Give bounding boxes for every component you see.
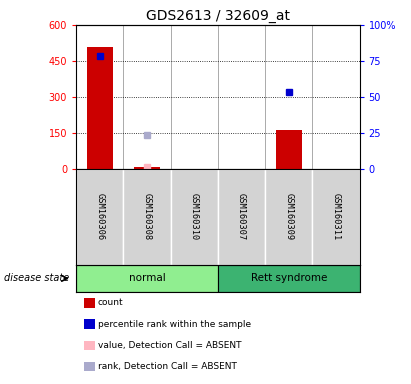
Text: GSM160307: GSM160307 [237, 193, 246, 241]
Bar [276, 130, 302, 169]
Text: Rett syndrome: Rett syndrome [251, 273, 327, 283]
Bar [123, 169, 171, 265]
Title: GDS2613 / 32609_at: GDS2613 / 32609_at [146, 8, 290, 23]
Text: disease state: disease state [4, 273, 69, 283]
Text: GSM160309: GSM160309 [284, 193, 293, 241]
Text: normal: normal [129, 273, 165, 283]
Text: percentile rank within the sample: percentile rank within the sample [98, 319, 251, 329]
Bar [312, 169, 360, 265]
Text: GSM160310: GSM160310 [190, 193, 199, 241]
Text: GSM160308: GSM160308 [143, 193, 151, 241]
Bar [76, 265, 218, 292]
Bar [171, 169, 218, 265]
Bar [134, 167, 160, 169]
Bar [218, 265, 360, 292]
Text: rank, Detection Call = ABSENT: rank, Detection Call = ABSENT [98, 362, 237, 371]
Text: count: count [98, 298, 123, 308]
Text: value, Detection Call = ABSENT: value, Detection Call = ABSENT [98, 341, 241, 350]
Text: GSM160311: GSM160311 [332, 193, 340, 241]
Text: GSM160306: GSM160306 [95, 193, 104, 241]
Bar [265, 169, 312, 265]
Bar [218, 169, 265, 265]
Bar [87, 46, 113, 169]
Bar [76, 169, 123, 265]
